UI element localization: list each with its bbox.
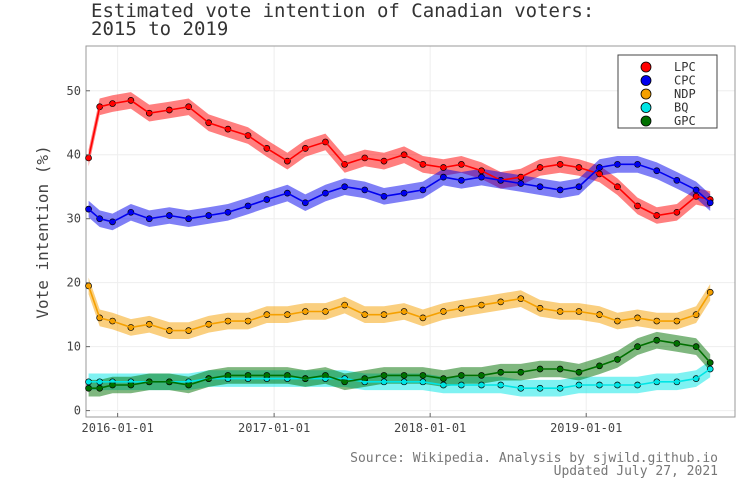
y-axis-ticks: 0 10 20 30 40 50 [67,84,90,418]
trend-line-cpc [88,163,711,223]
plot-area-frame [85,45,736,418]
x-tick-label: 2019-01-01 [550,421,622,435]
legend-marker-lpc [640,61,652,73]
trend-lines [87,99,711,390]
x-tick-label: 2016-01-01 [82,421,154,435]
legend-label-bq: BQ [674,101,688,115]
y-tick-label: 0 [74,404,81,418]
legend-marker-gpc [640,115,652,127]
y-axis-label: Vote intention (%) [33,145,52,318]
poll-points [85,97,714,392]
legend-box [617,54,718,129]
y-tick-label: 30 [67,212,81,226]
y-tick-label: 40 [67,148,81,162]
chart-title-line-1: Estimated vote intention of Canadian vot… [91,0,594,22]
y-tick-label: 20 [67,276,81,290]
y-tick-label: 10 [67,340,81,354]
legend-marker-ndp [640,88,652,100]
x-axis-ticks: 2016-01-01 2017-01-01 2018-01-01 2019-01-01 [82,413,622,435]
legend-marker-cpc [640,75,652,86]
source-credit: Source: Wikipedia. Analysis by sjwild.gi… [350,451,718,466]
legend-label-cpc: CPC [674,74,696,88]
trend-line-ndp [87,285,711,332]
legend-marker-bq [640,102,652,113]
legend-label-gpc: GPC [674,114,696,128]
band-lpc [88,92,711,224]
updated-date: Updated July 27, 2021 [554,464,718,479]
legend-label-lpc: LPC [674,60,696,74]
x-tick-label: 2017-01-01 [238,421,310,435]
y-tick-label: 50 [67,84,81,98]
legend-label-ndp: NDP [674,87,696,101]
credible-interval-bands [88,92,711,397]
band-ndp [88,277,711,339]
x-tick-label: 2018-01-01 [394,421,466,435]
band-gpc [88,331,711,397]
chart-title-line-2: 2015 to 2019 [91,18,228,40]
trend-line-bq [88,368,711,390]
trend-line-lpc [87,99,711,217]
trend-line-gpc [88,339,711,390]
